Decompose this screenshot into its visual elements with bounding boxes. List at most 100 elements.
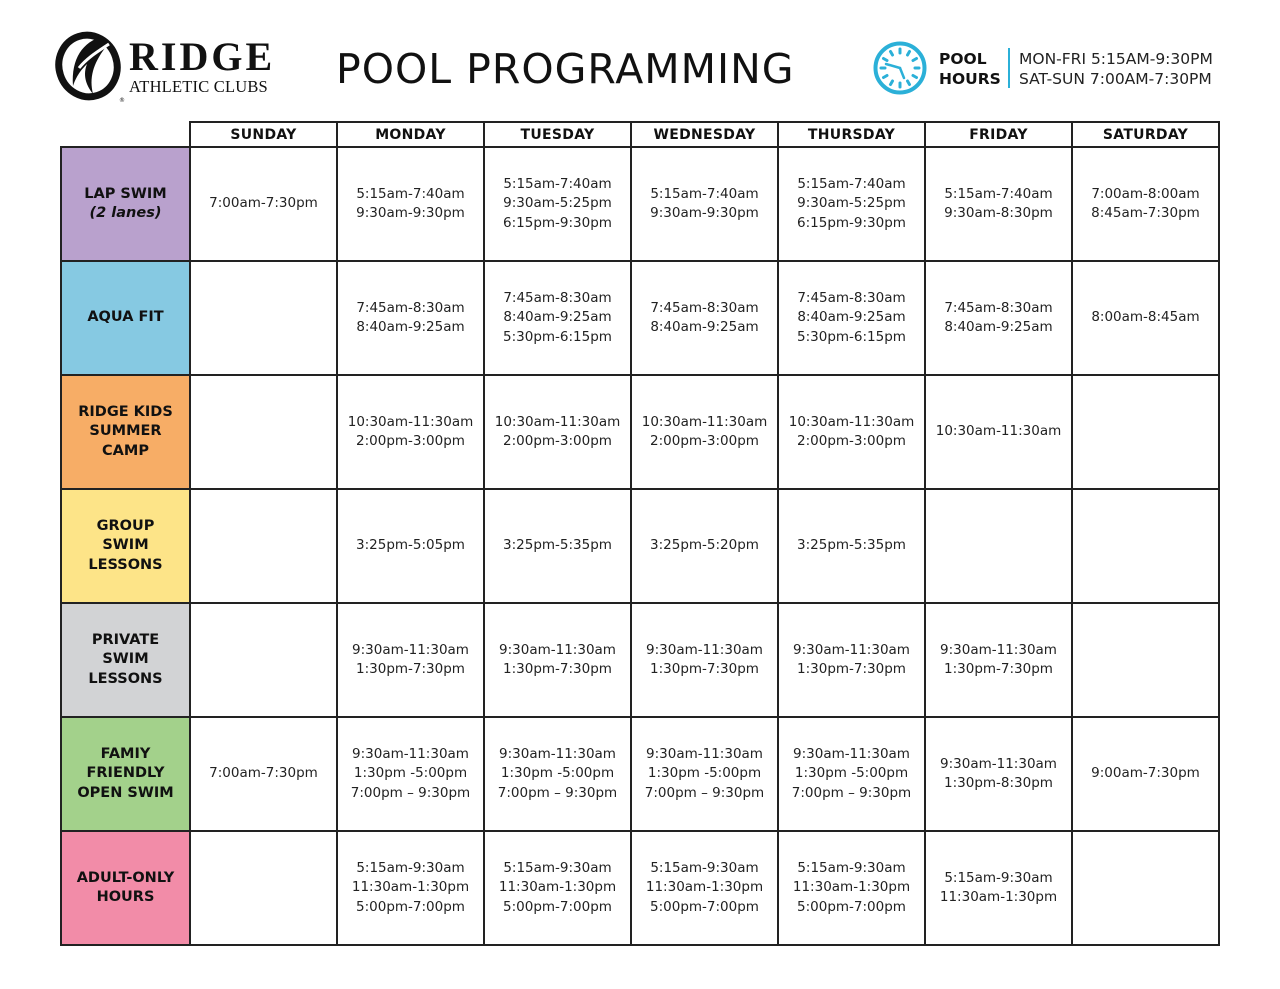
schedule-cell-thursday: 9:30am-11:30am 1:30pm -5:00pm 7:00pm – 9:3… [777,716,926,832]
program-row-lap-swim: LAP SWIM (2 lanes) 7:00am-7:30pm 5:15am-7:4… [60,146,1220,262]
time-slot: 7:45am-8:30am [944,299,1053,316]
program-name-line: GROUP [96,517,155,534]
schedule-cell-wednesday: 9:30am-11:30am 1:30pm -5:00pm 7:00pm – 9:3… [630,716,779,832]
time-slot: 8:40am-9:25am [503,309,612,326]
time-slot: 7:45am-8:30am [797,289,906,306]
svg-text:®: ® [119,97,125,104]
time-slot: 2:00pm-3:00pm [356,433,465,449]
time-slot: 5:00pm-7:00pm [650,898,759,915]
schedule-cell-sunday [189,830,338,946]
time-slot: 9:30am-9:30pm [650,205,759,221]
corner-cell [61,122,191,148]
pool-hours-times: MON-FRI 5:15AM-9:30PM SAT-SUN 7:00AM-7:3… [1019,49,1213,89]
time-slot: 5:00pm-7:00pm [356,898,465,915]
schedule-cell-monday: 7:45am-8:30am 8:40am-9:25am [336,260,485,376]
time-slot: 2:00pm-3:00pm [503,433,612,449]
time-slot: 1:30pm-7:30pm [797,661,906,677]
schedule-cell-saturday [1071,602,1220,718]
page-header: ® RIDGE ATHLETIC CLUBS POOL PROGRAMMING [0,0,1280,118]
program-name-line: OPEN SWIM [77,784,174,801]
schedule-cell-tuesday: 10:30am-11:30am 2:00pm-3:00pm [483,374,632,490]
clock-icon [873,41,927,95]
program-name-line: LESSONS [88,670,163,687]
time-slot: 5:15am-7:40am [650,185,759,202]
time-slot: 9:00am-7:30pm [1091,765,1200,782]
time-slot: 1:30pm-7:30pm [503,661,612,677]
time-slot: 5:00pm-7:00pm [797,898,906,915]
time-slot: 7:00am-7:30pm [209,765,318,782]
time-slot: 7:00am-7:30pm [209,195,318,212]
time-slot: 1:30pm -5:00pm [500,765,615,782]
time-slot: 8:00am-8:45am [1091,309,1200,326]
schedule-cell-thursday: 5:15am-7:40am 9:30am-5:25pm 6:15pm-9:30pm [777,146,926,262]
program-row-adult-only-hours: ADULT-ONLY HOURS 5:15am-9:30am 11:30am-1:30… [60,830,1220,946]
time-slot: 9:30am-11:30am [499,641,616,658]
program-name-line: AQUA FIT [87,309,164,326]
schedule-cell-saturday [1071,374,1220,490]
program-name-line: ADULT-ONLY [76,869,175,886]
program-label: ADULT-ONLY HOURS [60,830,191,946]
schedule-cell-saturday [1071,830,1220,946]
schedule-table: SUNDAY MONDAY TUESDAY WEDNESDAY THURSDAY… [60,121,1220,946]
schedule-cell-friday: 5:15am-9:30am 11:30am-1:30pm [924,830,1073,946]
day-header-thursday: THURSDAY [777,121,926,148]
schedule-cell-monday: 10:30am-11:30am 2:00pm-3:00pm [336,374,485,490]
program-row-group-swim-lessons: GROUP SWIM LESSONS 3:25pm-5:05pm 3:25pm-5:35… [60,488,1220,604]
program-label: LAP SWIM (2 lanes) [60,146,191,262]
time-slot: 6:15pm-9:30pm [797,214,906,231]
time-slot: 5:30pm-6:15pm [797,328,906,345]
logo-wordmark: RIDGE [129,34,276,79]
schedule-cell-friday: 9:30am-11:30am 1:30pm-7:30pm [924,602,1073,718]
time-slot: 5:15am-7:40am [944,185,1053,202]
day-header-wednesday: WEDNESDAY [630,121,779,148]
ridge-logo: ® RIDGE ATHLETIC CLUBS [53,28,293,108]
schedule-cell-tuesday: 5:15am-9:30am 11:30am-1:30pm 5:00pm-7:00pm [483,830,632,946]
time-slot: 8:40am-9:25am [797,309,906,326]
time-slot: 7:45am-8:30am [503,289,612,306]
time-slot: 7:45am-8:30am [650,299,759,316]
time-slot: 6:15pm-9:30pm [503,214,612,231]
day-header-monday: MONDAY [336,121,485,148]
time-slot: 3:25pm-5:05pm [356,537,465,554]
schedule-cell-sunday [189,260,338,376]
time-slot: 7:00pm – 9:30pm [644,784,765,801]
time-slot: 9:30am-11:30am [646,745,763,762]
program-label: RIDGE KIDS SUMMER CAMP [60,374,191,490]
time-slot: 5:30pm-6:15pm [503,328,612,345]
time-slot: 7:45am-8:30am [356,299,465,316]
schedule-cell-monday: 9:30am-11:30am 1:30pm-7:30pm [336,602,485,718]
schedule-cell-monday: 5:15am-7:40am 9:30am-9:30pm [336,146,485,262]
schedule-cell-monday: 3:25pm-5:05pm [336,488,485,604]
time-slot: 1:30pm-7:30pm [356,661,465,677]
schedule-cell-friday: 5:15am-7:40am 9:30am-8:30pm [924,146,1073,262]
program-label: FAMIY FRIENDLY OPEN SWIM [60,716,191,832]
schedule-cell-thursday: 5:15am-9:30am 11:30am-1:30pm 5:00pm-7:00pm [777,830,926,946]
schedule-cell-friday: 9:30am-11:30am 1:30pm-8:30pm [924,716,1073,832]
program-label: AQUA FIT [60,260,191,376]
time-slot: 10:30am-11:30am [935,423,1062,440]
schedule-cell-wednesday: 7:45am-8:30am 8:40am-9:25am [630,260,779,376]
time-slot: 11:30am-1:30pm [792,879,911,896]
time-slot: 1:30pm-7:30pm [944,661,1053,677]
schedule-cell-sunday [189,602,338,718]
time-slot: 5:15am-7:40am [797,175,906,192]
schedule-cell-thursday: 9:30am-11:30am 1:30pm-7:30pm [777,602,926,718]
day-header-row: SUNDAY MONDAY TUESDAY WEDNESDAY THURSDAY… [61,121,1220,148]
time-slot: 7:00am-8:00am [1091,185,1200,202]
program-row-private-swim-lessons: PRIVATE SWIM LESSONS 9:30am-11:30am 1:30pm-7… [60,602,1220,718]
schedule-cell-saturday: 9:00am-7:30pm [1071,716,1220,832]
program-row-aqua-fit: AQUA FIT 7:45am-8:30am 8:40am-9:25am 7:45am… [60,260,1220,376]
schedule-cell-thursday: 10:30am-11:30am 2:00pm-3:00pm [777,374,926,490]
time-slot: 11:30am-1:30pm [939,889,1058,905]
time-slot: 8:45am-7:30pm [1091,205,1200,221]
time-slot: 10:30am-11:30am [347,413,474,430]
program-row-famiy-friendly-open-swim: FAMIY FRIENDLY OPEN SWIM 7:00am-7:30pm 9:30a… [60,716,1220,832]
time-slot: 1:30pm -5:00pm [353,765,468,782]
time-slot: 5:15am-9:30am [356,859,465,876]
program-name-line: PRIVATE [91,631,160,648]
time-slot: 5:15am-9:30am [944,869,1053,886]
time-slot: 5:15am-7:40am [503,175,612,192]
time-slot: 9:30am-5:25pm [503,195,612,212]
time-slot: 7:00pm – 9:30pm [350,784,471,801]
schedule-cell-friday [924,488,1073,604]
